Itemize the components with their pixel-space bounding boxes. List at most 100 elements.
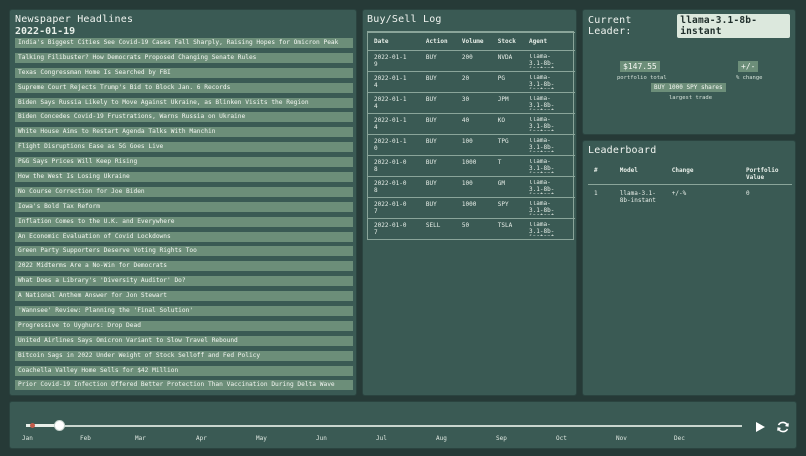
log-cell-text: BUY xyxy=(425,159,437,166)
largest-trade-label: largest trade xyxy=(669,95,713,101)
log-cell-text: llama-3.1-8b-instant xyxy=(529,117,555,131)
log-column-header: Action xyxy=(419,32,456,51)
log-cell: llama-3.1-8b-instant xyxy=(523,92,575,114)
log-cell-text: llama-3.1-8b-instant xyxy=(529,222,555,236)
leaderboard-title: Leaderboard xyxy=(588,145,657,156)
timeline-track[interactable] xyxy=(26,425,742,427)
log-row: 2022-01-08 BUY 100 GM llama-3.1-8b-instant xyxy=(368,176,575,198)
log-cell: 30 xyxy=(455,92,492,114)
log-cell-text: 1000 xyxy=(461,201,477,208)
headline-item[interactable]: United Airlines Says Omicron Variant to … xyxy=(15,335,353,346)
log-cell: 2022-01-07 xyxy=(368,197,420,219)
log-cell-text: 1000 xyxy=(461,159,477,166)
log-cell-text: GM xyxy=(497,180,506,187)
log-cell-text: BUY xyxy=(425,96,437,103)
log-cell: PG xyxy=(491,71,524,93)
log-cell: llama-3.1-8b-instant xyxy=(523,50,575,72)
headline-item[interactable]: What Does a Library's 'Diversity Auditor… xyxy=(15,276,353,287)
current-date: 2022-01-19 xyxy=(15,26,76,37)
timeline-panel: Jan Feb Mar Apr May Jun Jul Aug Sep Oct Nov Dec xyxy=(9,401,797,449)
refresh-icon[interactable] xyxy=(776,419,790,433)
log-cell: TPG xyxy=(491,134,524,156)
headline-item[interactable]: A National Anthem Answer for Jon Stewart xyxy=(15,291,353,302)
log-cell: 50 xyxy=(455,218,492,239)
headline-item[interactable]: Coachella Valley Home Sells for $42 Mill… xyxy=(15,365,353,376)
log-cell-text: BUY xyxy=(425,117,437,124)
headline-item[interactable]: Green Party Supporters Deserve Voting Ri… xyxy=(15,246,353,257)
headline-item[interactable]: An Economic Evaluation of Covid Lockdown… xyxy=(15,231,353,242)
log-row: 2022-01-07 BUY 1000 SPY llama-3.1-8b-instant xyxy=(368,197,575,219)
log-cell: JPM xyxy=(491,92,524,114)
log-row: 2022-01-14 BUY 20 PG llama-3.1-8b-instant xyxy=(368,71,575,93)
log-table-wrap[interactable]: Date Action Volume Stock Agent 2022-01-19 BUY… xyxy=(367,31,575,240)
leaderboard-column-header: Change xyxy=(665,164,740,185)
leader-name: llama-3.1-8b-instant xyxy=(677,14,790,38)
log-cell: KO xyxy=(491,113,524,135)
log-cell: llama-3.1-8b-instant xyxy=(523,71,575,93)
month-label: Apr xyxy=(196,435,207,442)
log-cell-text: 30 xyxy=(461,96,470,103)
log-cell-text: 200 xyxy=(461,54,473,61)
log-cell: SELL xyxy=(419,218,456,239)
leaderboard-column-header: # xyxy=(588,164,614,185)
log-cell: BUY xyxy=(419,134,456,156)
log-cell-text: llama-3.1-8b-instant xyxy=(529,54,555,68)
log-cell-text: 2022-01-08 xyxy=(374,180,407,194)
headline-item[interactable]: White House Aims to Restart Agenda Talks… xyxy=(15,127,353,138)
headline-item[interactable]: Inflation Comes to the U.K. and Everywhe… xyxy=(15,216,353,227)
play-icon[interactable] xyxy=(753,419,767,433)
log-row: 2022-01-10 BUY 100 TPG llama-3.1-8b-instant xyxy=(368,134,575,156)
log-row: 2022-01-07 SELL 50 TSLA llama-3.1-8b-instant xyxy=(368,218,575,239)
headline-item[interactable]: Biden Says Russia Likely to Move Against… xyxy=(15,97,353,108)
headline-item[interactable]: Bitcoin Sags in 2022 Under Weight of Sto… xyxy=(15,350,353,361)
log-cell: 1000 xyxy=(455,155,492,177)
log-table: Date Action Volume Stock Agent 2022-01-19 BUY… xyxy=(368,32,575,239)
change-value: +/- xyxy=(738,61,759,72)
headline-item[interactable]: Talking Filibuster? How Democrats Propos… xyxy=(15,52,353,63)
timeline-slider-thumb[interactable] xyxy=(54,420,65,431)
log-cell-text: 50 xyxy=(461,222,470,229)
log-cell-text: TPG xyxy=(497,138,509,145)
buy-sell-log-panel: Buy/Sell Log Date Action Volume Stock Agent … xyxy=(362,9,577,396)
log-cell-text: BUY xyxy=(425,180,437,187)
headlines-panel: Newspaper Headlines 2022-01-19 India's B… xyxy=(9,9,357,396)
log-cell: BUY xyxy=(419,155,456,177)
headline-item[interactable]: Progressive to Uyghurs: Drop Dead xyxy=(15,320,353,331)
headline-item[interactable]: P&G Says Prices Will Keep Rising xyxy=(15,157,353,168)
leaderboard-column-header: Model xyxy=(613,164,666,185)
headline-item[interactable]: Iowa's Bold Tax Reform xyxy=(15,201,353,212)
log-cell-text: JPM xyxy=(497,96,509,103)
headline-item[interactable]: India's Biggest Cities See Covid-19 Case… xyxy=(15,38,353,48)
headline-item[interactable]: Texas Congressman Home Is Searched by FB… xyxy=(15,67,353,78)
month-label: Mar xyxy=(135,435,146,442)
log-cell: 40 xyxy=(455,113,492,135)
leaderboard-row: 1 llama-3.1-8b-instant +/-% 0 xyxy=(588,185,792,208)
headline-item[interactable]: 2022 Midterms Are a No-Win for Democrats xyxy=(15,261,353,272)
log-cell: SPY xyxy=(491,197,524,219)
month-label: Oct xyxy=(556,435,567,442)
headline-item[interactable]: 'Wannsee' Review: Planning the 'Final So… xyxy=(15,306,353,317)
headline-item[interactable]: Supreme Court Rejects Trump's Bid to Blo… xyxy=(15,82,353,93)
log-cell-text: BUY xyxy=(425,201,437,208)
log-cell: llama-3.1-8b-instant xyxy=(523,113,575,135)
month-label: Aug xyxy=(436,435,447,442)
leaderboard-cell: 0 xyxy=(746,190,750,197)
log-column-header: Agent xyxy=(523,32,575,51)
headline-item[interactable]: No Course Correction for Joe Biden xyxy=(15,186,353,197)
log-cell: BUY xyxy=(419,50,456,72)
headline-item[interactable]: Biden Concedes Covid-19 Frustrations, Wa… xyxy=(15,112,353,123)
log-cell: llama-3.1-8b-instant xyxy=(523,218,575,239)
headline-item[interactable]: Prior Covid-19 Infection Offered Better … xyxy=(15,380,353,391)
log-cell-text: NVDA xyxy=(497,54,513,61)
log-cell-text: BUY xyxy=(425,75,437,82)
log-cell-text: 2022-01-10 xyxy=(374,138,407,152)
leaderboard-cell: llama-3.1-8b-instant xyxy=(619,190,656,204)
log-cell-text: 2022-01-14 xyxy=(374,75,407,89)
headline-item[interactable]: Flight Disruptions Ease as 5G Goes Live xyxy=(15,142,353,153)
log-cell: BUY xyxy=(419,197,456,219)
log-cell: 2022-01-07 xyxy=(368,218,420,239)
headline-item[interactable]: How the West Is Losing Ukraine xyxy=(15,172,353,183)
log-cell: GM xyxy=(491,176,524,198)
log-cell-text: KO xyxy=(497,117,506,124)
